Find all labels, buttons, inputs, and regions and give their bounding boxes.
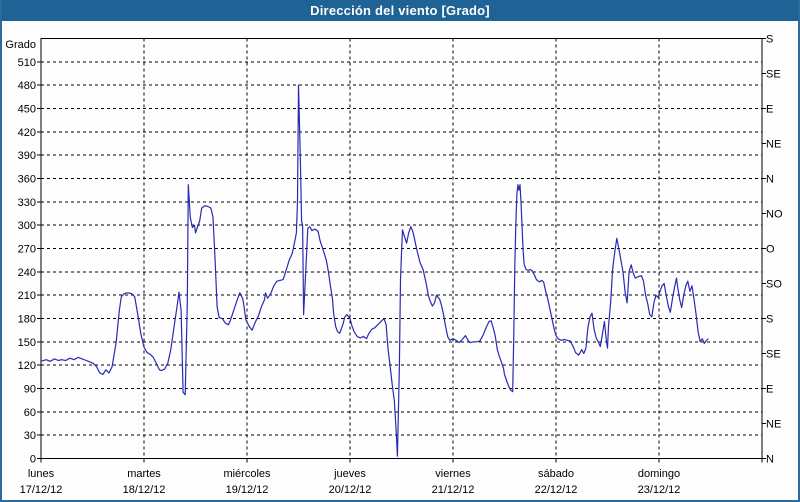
y-tick-label: 480 — [18, 80, 36, 92]
y2-tick-label: SE — [766, 349, 781, 361]
y-tick-label: 420 — [18, 127, 36, 139]
y-tick-label: 180 — [18, 314, 36, 326]
y2-tick-label: SO — [766, 279, 782, 291]
day-date-label: 18/12/12 — [123, 484, 166, 496]
y-tick-label: 120 — [18, 360, 36, 372]
y-tick-label: 30 — [24, 430, 36, 442]
y-tick-label: 90 — [24, 384, 36, 396]
y2-tick-label: N — [766, 174, 774, 186]
day-name-label: domingo — [638, 468, 680, 480]
y2-tick-label: S — [766, 34, 773, 46]
y-axis-title: Grado — [5, 39, 36, 51]
day-date-label: 22/12/12 — [535, 484, 578, 496]
day-name-label: viernes — [435, 468, 471, 480]
wind-direction-series-line — [40, 84, 709, 457]
y2-tick-label: O — [766, 244, 775, 256]
day-date-label: 20/12/12 — [329, 484, 372, 496]
day-name-label: jueves — [333, 468, 366, 480]
chart-area: Grado 0 30 60 90 120 150 180 210 240 270 300 330 360 3… — [2, 21, 798, 498]
day-date-label: 21/12/12 — [432, 484, 475, 496]
y-tick-label: 360 — [18, 174, 36, 186]
y-tick-label: 450 — [18, 104, 36, 116]
y-tick-label: 210 — [18, 290, 36, 302]
wind-direction-chart: Grado 0 30 60 90 120 150 180 210 240 270 300 330 360 3… — [5, 34, 783, 497]
y2-tick-label: NE — [766, 419, 781, 431]
day-date-label: 23/12/12 — [638, 484, 681, 496]
y2-tick-label: NE — [766, 139, 781, 151]
y2-tick-label: S — [766, 314, 773, 326]
y2-tick-label: E — [766, 384, 773, 396]
y-tick-label: 240 — [18, 267, 36, 279]
chart-title-bar: Dirección del viento [Grado] — [2, 0, 798, 21]
day-name-label: sábado — [538, 468, 574, 480]
y-tick-label: 330 — [18, 197, 36, 209]
chart-title: Dirección del viento [Grado] — [310, 3, 490, 18]
day-date-label: 17/12/12 — [20, 484, 63, 496]
y-tick-label: 150 — [18, 337, 36, 349]
day-name-label: miércoles — [223, 468, 271, 480]
y2-tick-label: NO — [766, 209, 783, 221]
y-tick-label: 390 — [18, 150, 36, 162]
day-name-label: lunes — [28, 468, 55, 480]
day-name-label: martes — [127, 468, 161, 480]
y-tick-label: 0 — [30, 454, 36, 466]
y-tick-label: 510 — [18, 57, 36, 69]
day-date-label: 19/12/12 — [226, 484, 269, 496]
y-tick-label: 270 — [18, 244, 36, 256]
y2-tick-label: N — [766, 454, 774, 466]
y2-tick-label: SE — [766, 69, 781, 81]
y-tick-label: 60 — [24, 407, 36, 419]
y-tick-label: 300 — [18, 220, 36, 232]
y2-tick-label: E — [766, 104, 773, 116]
